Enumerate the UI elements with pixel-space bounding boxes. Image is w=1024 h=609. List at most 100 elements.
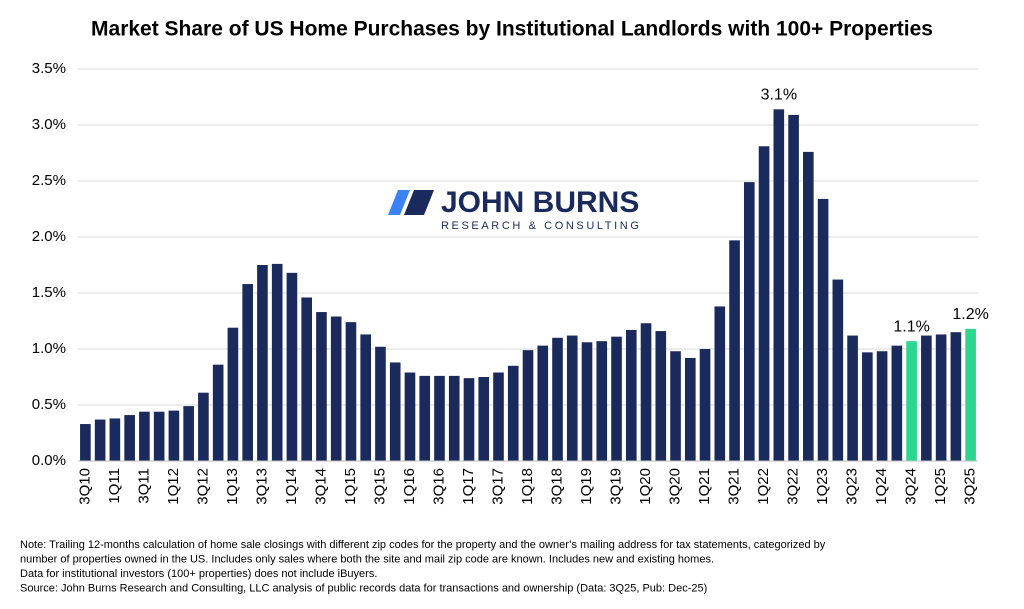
bar (581, 342, 593, 461)
bar (921, 335, 932, 461)
bar (773, 109, 785, 461)
x-tick-label: 3Q11 (135, 468, 152, 504)
bar (286, 272, 298, 461)
y-tick-label: 2.5% (32, 172, 66, 189)
y-tick-label: 3.5% (32, 60, 66, 77)
x-tick-label: 1Q16 (401, 468, 418, 505)
bar (950, 332, 962, 461)
bar (301, 297, 312, 461)
bar (611, 336, 622, 461)
chart-title: Market Share of US Home Purchases by Ins… (91, 18, 933, 41)
bar (493, 372, 504, 461)
y-tick-label: 1.0% (32, 340, 66, 357)
bar (434, 375, 445, 461)
x-tick-label: 3Q23 (844, 468, 861, 505)
bar (714, 306, 726, 461)
bar (832, 279, 844, 461)
bar (744, 182, 755, 461)
bar (758, 146, 770, 461)
bar (94, 419, 106, 461)
bar (566, 335, 578, 461)
bar (168, 410, 180, 461)
x-tick-label: 1Q14 (283, 468, 300, 505)
bar (862, 352, 873, 461)
y-tick-label: 2.0% (32, 228, 66, 245)
bar (463, 378, 475, 461)
bar (965, 328, 976, 461)
y-tick-label: 0.5% (32, 396, 66, 413)
x-tick-label: 1Q24 (873, 468, 890, 505)
x-tick-label: 1Q11 (106, 468, 123, 504)
bar (507, 365, 519, 461)
bar (670, 351, 681, 461)
note: Data for institutional investors (100+ p… (20, 568, 377, 580)
bar (817, 198, 829, 462)
bar (183, 406, 194, 461)
y-tick-label: 3.0% (32, 116, 66, 133)
bar (684, 357, 696, 461)
bar (906, 341, 917, 461)
bar (729, 240, 740, 461)
bar (389, 362, 401, 461)
bar (124, 415, 135, 461)
x-tick-label: 3Q20 (667, 468, 684, 505)
x-tick-label: 3Q21 (726, 468, 743, 505)
bar (522, 350, 534, 461)
bar (271, 263, 283, 461)
bar (596, 341, 608, 461)
bar (345, 322, 357, 461)
bar (803, 151, 814, 461)
value-label: 3.1% (761, 87, 797, 104)
bar (625, 329, 637, 461)
bar (109, 418, 121, 461)
bar (876, 351, 888, 461)
note: Note: Trailing 12-months calculation of … (20, 539, 826, 551)
logo-tagline: RESEARCH & CONSULTING (441, 220, 641, 232)
x-tick-label: 1Q23 (814, 468, 831, 505)
x-tick-label: 1Q19 (578, 468, 595, 505)
bar (847, 335, 858, 461)
bar (419, 375, 431, 461)
note: Source: John Burns Research and Consulti… (20, 582, 707, 594)
x-tick-label: 1Q25 (932, 468, 949, 505)
bar (788, 114, 799, 462)
y-tick-label: 1.5% (32, 284, 66, 301)
bar (375, 346, 386, 461)
x-tick-label: 3Q17 (489, 468, 506, 505)
x-tick-label: 1Q21 (696, 468, 713, 505)
x-tick-label: 3Q14 (312, 468, 329, 505)
x-tick-label: 3Q13 (253, 468, 270, 505)
bar (242, 284, 253, 461)
logo-icon (388, 190, 410, 215)
bar (478, 377, 490, 461)
value-label: 1.1% (893, 318, 929, 335)
value-label: 1.2% (952, 306, 988, 323)
x-tick-label: 1Q15 (342, 468, 359, 505)
bar (552, 337, 563, 461)
bar (935, 334, 947, 461)
bar (316, 312, 327, 461)
bar (139, 411, 150, 461)
logo: JOHN BURNS RESEARCH & CONSULTING (388, 186, 641, 232)
bar (891, 345, 903, 461)
bar (212, 364, 224, 461)
x-tick-label: 3Q16 (430, 468, 447, 505)
x-tick-label: 3Q25 (962, 468, 979, 505)
y-tick-label: 0.0% (32, 452, 66, 469)
bar (227, 327, 239, 461)
x-tick-label: 3Q18 (548, 468, 565, 505)
logo-name: JOHN BURNS (441, 186, 639, 219)
bar (655, 331, 667, 461)
x-tick-label: 1Q13 (224, 468, 241, 505)
bar (80, 424, 91, 461)
x-tick-label: 1Q20 (637, 468, 654, 505)
bar (537, 345, 549, 461)
x-tick-label: 1Q12 (165, 468, 182, 505)
x-tick-label: 3Q19 (607, 468, 624, 505)
x-tick-label: 3Q10 (76, 468, 93, 505)
bar (330, 316, 342, 461)
x-tick-label: 1Q17 (460, 468, 477, 505)
bar (198, 392, 209, 461)
logo-icon (404, 190, 434, 215)
